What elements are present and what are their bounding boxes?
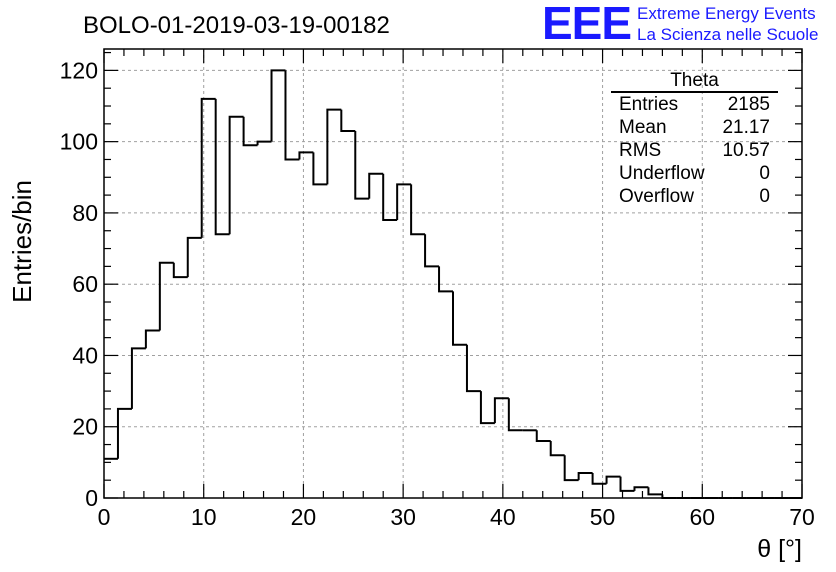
stats-row-mean: Mean 21.17 — [611, 116, 778, 139]
tick-labels: 0 10 20 30 40 50 60 70 0 20 40 60 80 100 120 — [60, 57, 815, 530]
x-tick-label: 30 — [390, 504, 416, 530]
histogram-bin — [619, 476, 635, 492]
histogram-bin — [368, 172, 384, 199]
histogram-bin — [256, 140, 272, 146]
stats-row-entries: Entries 2185 — [611, 93, 778, 116]
logo-line-1: Extreme Energy Events — [637, 4, 816, 23]
histogram-bin — [186, 236, 202, 278]
x-tick-label: 20 — [291, 504, 317, 530]
histogram-bin — [340, 109, 356, 132]
x-axis-label: θ [°] — [757, 535, 802, 563]
stats-box: Theta Entries 2185 Mean 21.17 RMS 10.57 … — [611, 70, 778, 208]
stats-label: Mean — [619, 117, 667, 138]
y-tick-label: 40 — [72, 342, 98, 368]
histogram-bin — [130, 347, 146, 409]
y-tick-label: 20 — [72, 414, 98, 440]
stats-value: 21.17 — [722, 117, 770, 138]
histogram-bin — [326, 108, 342, 185]
x-tick-label: 70 — [789, 504, 815, 530]
histogram-bin — [507, 398, 523, 432]
run-title: BOLO-01-2019-03-19-00182 — [83, 12, 390, 39]
histogram-bin — [577, 472, 593, 481]
y-tick-label: 60 — [72, 271, 98, 297]
histogram-bin — [312, 152, 328, 186]
x-tick-label: 60 — [689, 504, 715, 530]
x-tick-label: 0 — [98, 504, 111, 530]
histogram-bin — [479, 391, 495, 425]
y-tick-label: 0 — [85, 485, 98, 511]
histogram-bin — [298, 151, 314, 160]
axis-ticks — [103, 49, 803, 499]
histogram-bin — [647, 487, 663, 496]
stats-value: 10.57 — [722, 140, 770, 161]
logo-line-2: La Scienza nelle Scuole — [637, 25, 819, 44]
histogram-series — [104, 69, 802, 499]
histogram-bin — [200, 97, 216, 238]
histogram-bin — [396, 183, 412, 221]
stats-value: 0 — [759, 163, 770, 184]
histogram-bin — [633, 486, 649, 491]
histogram-bin — [452, 291, 467, 346]
histogram-bin — [424, 234, 440, 268]
y-axis-label: Entries/bin — [7, 180, 37, 303]
histogram-bin — [214, 98, 230, 236]
histogram-bin — [382, 173, 398, 222]
histogram-bin — [563, 455, 579, 482]
histogram-bin — [465, 344, 481, 393]
y-tick-label: 100 — [60, 129, 98, 155]
x-tick-label: 50 — [590, 504, 616, 530]
stats-value: 2185 — [727, 94, 770, 115]
stats-title: Theta — [611, 70, 778, 93]
eee-logo: EEE — [542, 0, 632, 49]
stats-row-rms: RMS 10.57 — [611, 139, 778, 162]
stats-label: Underflow — [619, 163, 705, 184]
histogram-bin — [591, 473, 607, 485]
y-tick-label: 80 — [72, 200, 98, 226]
histogram-bin — [284, 70, 300, 161]
histogram-bin — [605, 475, 621, 484]
histogram-bin — [549, 440, 565, 457]
stats-row-overflow: Overflow 0 — [611, 185, 778, 208]
histogram-bin — [158, 261, 174, 331]
histogram-bin — [242, 116, 258, 147]
stats-label: Entries — [619, 94, 679, 115]
histogram-bin — [270, 69, 286, 142]
stats-row-underflow: Underflow 0 — [611, 162, 778, 185]
plot-frame — [103, 48, 803, 499]
stats-label: Overflow — [619, 186, 694, 207]
histogram-bin — [354, 130, 370, 200]
histogram-bin — [144, 329, 160, 349]
histogram-bin — [535, 430, 551, 442]
y-tick-label: 120 — [60, 57, 98, 83]
histogram-bin — [438, 266, 453, 293]
stats-label: RMS — [619, 140, 662, 161]
x-tick-label: 40 — [490, 504, 516, 530]
histogram-bin — [493, 397, 509, 424]
histogram-bin — [172, 262, 188, 279]
histogram-bin — [228, 115, 244, 235]
x-tick-label: 10 — [191, 504, 217, 530]
histogram-bin — [116, 407, 132, 459]
histogram-bin — [410, 184, 426, 236]
stats-value: 0 — [759, 186, 770, 207]
grid — [104, 49, 802, 498]
